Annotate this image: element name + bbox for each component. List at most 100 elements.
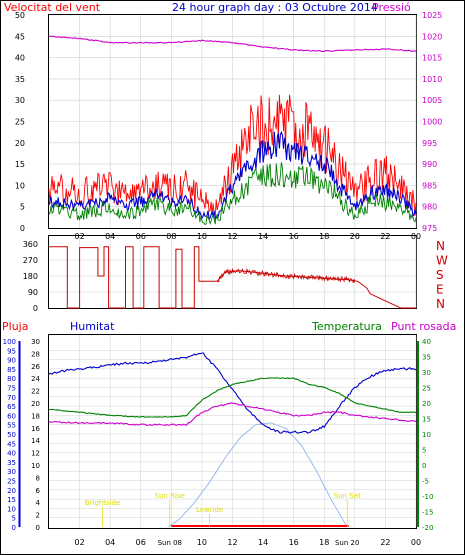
direction-tick-label: 0 [33,304,38,313]
sunrise-time-label: Sun 08 [158,539,182,547]
wind-speed-x-tick-label: 22 [380,232,390,241]
wind-speed-tick-label: 30 [15,96,25,105]
rain-tick-label: 26 [31,363,40,371]
humidity-tick-label: 85 [7,366,16,374]
rain-tick-label: 10 [31,462,40,470]
wind-speed-tick-label: 15 [15,160,25,169]
humidity-annotations: Sun Rise Sun Set Brightside Lowtide Sun 08 Su… [85,492,361,547]
temperature-tick-label: -20 [422,524,433,532]
compass-label: S [436,268,444,282]
wind-speed-line [48,130,417,221]
annotation-label: Sun Rise [155,492,185,500]
wind-speed-title: Velocitat del vent [4,1,101,14]
temperature-line [48,377,417,418]
rain-tick-label: 14 [31,437,40,445]
humidity-tick-label: 80 [7,375,16,383]
temperature-tick-label: 25 [422,385,431,393]
temperature-tick-label: -5 [422,478,429,486]
wind-speed-tick-label: 0 [20,224,25,233]
humidity-x-tick-label: 14 [258,538,268,547]
temperature-tick-label: 10 [422,431,431,439]
temperature-tick-label: 15 [422,416,431,424]
compass-label: W [436,254,448,268]
humidity-tick-label: 30 [7,468,16,476]
direction-tick-label: 270 [23,256,38,265]
compass-label: N [436,297,445,311]
compass-label: N [436,239,445,253]
temperature-tick-label: 0 [422,462,426,470]
temperature-tick-label: 20 [422,400,431,408]
graph-title: 24 hour graph day : 03 Octubre 2014 [172,1,378,14]
wind-speed-tick-label: 45 [15,32,25,41]
humidity-x-tick-label: 16 [289,538,299,547]
rain-tick-label: 12 [31,450,40,458]
humidity-tick-label: 45 [7,440,16,448]
wind-speed-grid [49,15,417,228]
wind-average-line [48,162,417,226]
humidity-tick-label: 60 [7,412,16,420]
humidity-tick-label: 65 [7,403,16,411]
pressure-tick-label: 975 [422,224,437,233]
humidity-x-tick-label: 06 [136,538,146,547]
sunset-time-label: Sun 20 [335,539,359,547]
humidity-x-tick-label: 12 [227,538,237,547]
temperature-tick-label: 5 [422,447,426,455]
pressure-tick-label: 995 [422,139,437,148]
wind-speed-tick-label: 50 [15,11,25,20]
annotation-label: Sun Set [334,492,361,500]
rain-tick-label: 4 [36,499,41,507]
dewpoint-line [48,402,417,427]
humidity-tick-label: 35 [7,459,16,467]
wind-speed-tick-label: 40 [15,54,25,63]
wind-speed-x-tick-label: 14 [258,232,268,241]
rain-tick-label: 18 [31,412,40,420]
wind-speed-x-tick-label: 00 [411,232,421,241]
annotation-label: Brightside [85,499,121,507]
rain-tick-label: 2 [36,512,40,520]
humidity-line [48,352,417,434]
pressure-line [48,35,417,53]
annotation-label: Lowtide [196,506,223,514]
wind-speed-tick-label: 5 [20,203,25,212]
temperature-tick-label: 40 [422,338,431,346]
humidity-x-tick-label: 02 [74,538,84,547]
humidity-tick-label: 40 [7,450,16,458]
wind-speed-tick-label: 25 [15,118,25,127]
wind-speed-x-tick-label: 08 [166,232,176,241]
pressure-tick-label: 985 [422,181,437,190]
wind-speed-x-tick-label: 04 [105,232,115,241]
wind-speed-tick-label: 20 [15,139,25,148]
wind-speed-x-tick-label: 16 [289,232,299,241]
pressure-tick-label: 1015 [422,54,442,63]
wind-speed-x-tick-label: 10 [197,232,207,241]
wind-speed-series [48,35,417,226]
humidity-tick-label: 100 [3,338,16,346]
wind-speed-x-tick-label: 02 [74,232,84,241]
wind-speed-x-tick-label: 12 [227,232,237,241]
humidity-tick-label: 50 [7,431,16,439]
pressure-tick-label: 980 [422,203,437,212]
temperature-tick-label: -15 [422,509,433,517]
pressure-tick-label: 1010 [422,75,442,84]
legend-temperature: Temperatura [311,320,382,333]
pressure-tick-label: 990 [422,160,437,169]
humidity-tick-label: 70 [7,394,16,402]
wind-speed-x-tick-label: 20 [350,232,360,241]
pressure-tick-label: 1005 [422,96,442,105]
direction-tick-label: 360 [23,240,38,249]
humidity-x-tick-label: 22 [380,538,390,547]
humidity-tick-label: 0 [12,524,16,532]
wind-speed-tick-label: 10 [15,181,25,190]
rain-tick-label: 30 [31,338,40,346]
pressure-tick-label: 1000 [422,118,442,127]
temperature-tick-label: 35 [422,354,431,362]
wind-speed-tick-label: 35 [15,75,25,84]
humidity-tick-label: 90 [7,357,16,365]
pressure-tick-label: 1020 [422,32,442,41]
legend-dewpoint: Punt rosada [391,320,456,333]
humidity-grid [49,335,417,527]
humidity-axes: 0510152025303540455055606570758085909510… [3,338,434,547]
wind-speed-x-tick-label: 18 [319,232,329,241]
